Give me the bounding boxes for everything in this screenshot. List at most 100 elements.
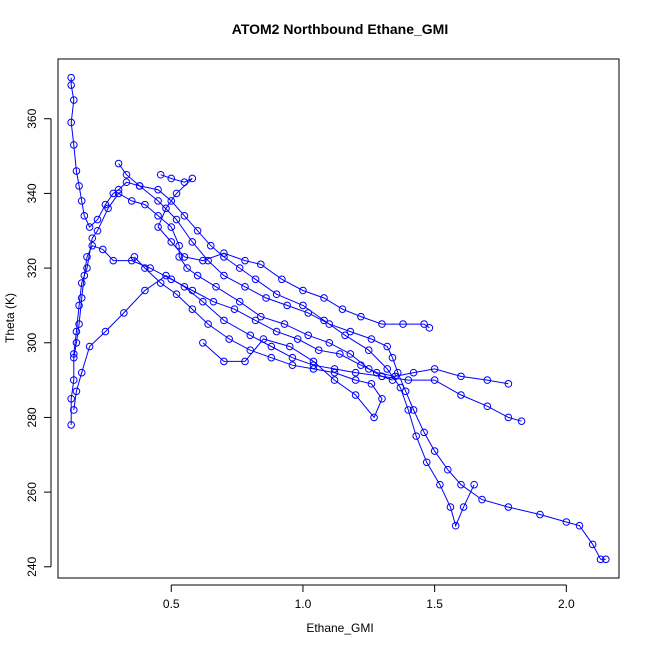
data-point <box>272 327 281 336</box>
data-point <box>412 432 420 440</box>
data-point <box>72 387 81 396</box>
data-point <box>470 480 478 489</box>
data-point <box>346 350 355 358</box>
data-point <box>67 81 75 89</box>
data-point <box>425 324 434 332</box>
data-point <box>154 212 162 220</box>
data-point <box>77 368 86 377</box>
data-point <box>109 189 118 198</box>
data-point <box>88 241 97 250</box>
data-point <box>320 316 328 325</box>
data-point <box>393 368 402 377</box>
data-point <box>141 200 149 209</box>
series-line <box>73 275 522 422</box>
data-point <box>172 189 181 198</box>
y-tick-label: 300 <box>25 332 39 352</box>
data-point <box>188 174 197 183</box>
data-point <box>267 353 276 362</box>
data-point <box>241 282 249 291</box>
data-point <box>167 223 176 231</box>
data-point <box>109 256 118 265</box>
y-tick-label: 240 <box>25 556 39 576</box>
series-layer <box>67 73 610 564</box>
data-point <box>88 234 97 243</box>
data-point <box>241 357 249 366</box>
data-point <box>330 376 339 384</box>
data-point <box>483 402 492 411</box>
data-point <box>404 376 413 384</box>
data-point <box>364 365 373 373</box>
data-point <box>278 275 286 284</box>
data-point <box>225 335 233 343</box>
data-point <box>72 327 81 336</box>
data-point <box>420 428 428 437</box>
data-point <box>98 245 107 254</box>
data-point <box>83 253 91 261</box>
data-point <box>70 376 78 384</box>
data-point <box>199 338 207 347</box>
series-line <box>70 77 475 528</box>
data-point <box>430 365 439 373</box>
data-point <box>536 510 544 519</box>
data-point <box>320 294 328 302</box>
data-point <box>336 350 344 358</box>
data-point <box>288 353 297 362</box>
data-point <box>293 335 302 343</box>
series-group <box>114 159 610 564</box>
data-point <box>154 185 162 194</box>
data-point <box>167 197 176 205</box>
data-point <box>77 197 86 205</box>
series-line <box>73 245 509 385</box>
data-point <box>478 495 486 504</box>
data-point <box>130 253 139 261</box>
data-point <box>188 238 197 246</box>
data-point <box>409 406 418 414</box>
data-point <box>309 357 318 366</box>
data-point <box>204 320 212 328</box>
data-point <box>172 215 181 224</box>
data-point <box>67 118 75 127</box>
data-point <box>104 204 112 213</box>
data-point <box>404 406 413 414</box>
data-point <box>156 279 165 287</box>
data-point <box>262 294 270 302</box>
x-axis: 0.5 1.0 1.5 2.0 <box>163 584 575 611</box>
data-point <box>346 327 355 336</box>
data-point <box>212 282 220 291</box>
data-point <box>267 342 276 351</box>
data-point <box>314 346 323 355</box>
data-point <box>341 331 349 340</box>
y-tick-label: 280 <box>25 407 39 427</box>
data-point <box>141 286 149 295</box>
data-point <box>399 320 407 328</box>
data-point <box>383 365 392 373</box>
data-point <box>304 309 313 317</box>
data-point <box>77 294 86 302</box>
data-point <box>309 365 318 373</box>
data-point <box>180 282 189 291</box>
data-point <box>288 361 297 369</box>
series-group <box>67 73 478 530</box>
data-point <box>330 368 339 377</box>
data-point <box>75 320 83 328</box>
data-point <box>430 447 439 455</box>
data-point <box>241 256 249 265</box>
data-point <box>72 338 81 347</box>
data-point <box>575 521 584 530</box>
data-point <box>101 327 110 336</box>
data-point <box>517 417 526 425</box>
data-point <box>504 413 513 422</box>
data-point <box>93 215 102 224</box>
data-point <box>446 503 455 511</box>
data-point <box>156 170 165 179</box>
data-point <box>180 212 189 220</box>
y-tick-label: 360 <box>25 108 39 128</box>
data-point <box>388 353 397 362</box>
data-point <box>246 346 255 355</box>
data-point <box>409 368 418 377</box>
y-axis-label: Theta (K) <box>3 293 17 343</box>
data-point <box>299 286 307 295</box>
data-point <box>588 540 597 549</box>
data-point <box>504 380 513 388</box>
